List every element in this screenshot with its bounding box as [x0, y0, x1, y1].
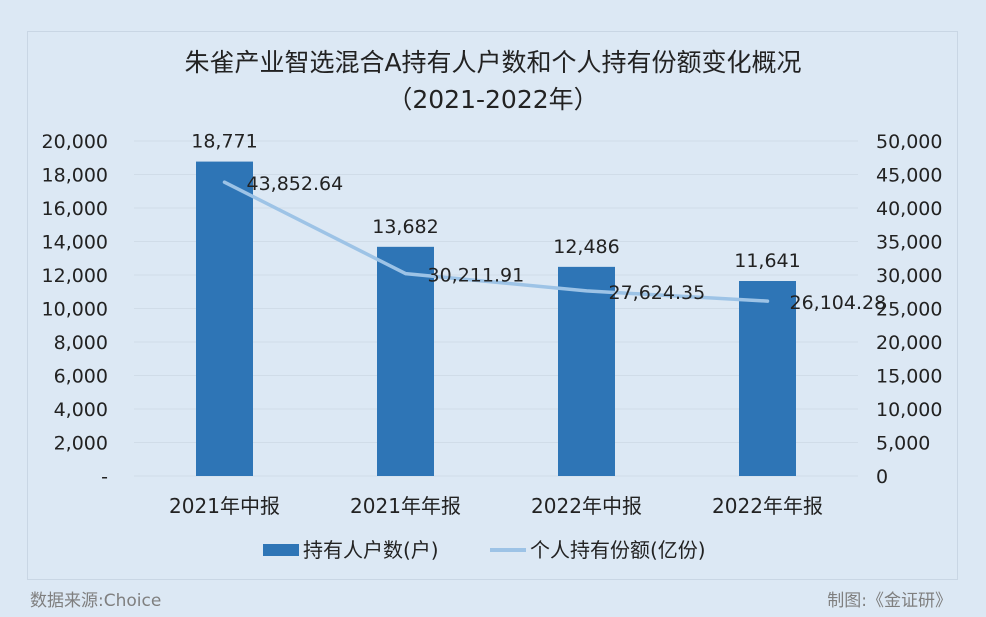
chart-title: 朱雀产业智选混合A持有人户数和个人持有份额变化概况 — [184, 48, 802, 77]
right-axis-tick-label: 15,000 — [876, 366, 942, 388]
right-axis-tick-label: 45,000 — [876, 165, 942, 187]
bar — [558, 266, 615, 476]
legend-line-label: 个人持有份额(亿份) — [530, 538, 706, 562]
right-axis-tick-label: 0 — [876, 466, 888, 488]
right-axis-tick-label: 40,000 — [876, 198, 942, 220]
left-axis-tick-label: 8,000 — [54, 332, 108, 354]
left-axis-tick-label: 2,000 — [54, 433, 108, 455]
line-data-label: 43,852.64 — [247, 173, 344, 195]
left-axis-tick-label: 18,000 — [42, 165, 108, 187]
line-data-label: 30,211.91 — [428, 265, 525, 287]
bar — [377, 246, 434, 476]
bar — [196, 161, 253, 476]
left-axis-tick-label: 16,000 — [42, 198, 108, 220]
chart-credit: 制图:《金证研》 — [827, 591, 952, 611]
bar-data-label: 13,682 — [372, 216, 438, 238]
line-point — [766, 299, 769, 303]
right-axis-tick-label: 30,000 — [876, 265, 942, 287]
legend-bar-swatch — [263, 544, 299, 556]
left-axis-tick-label: 6,000 — [54, 366, 108, 388]
bar-data-label: 11,641 — [734, 250, 800, 272]
chart-frame — [27, 31, 958, 580]
line-point — [223, 180, 226, 184]
x-axis-tick-label: 2021年年报 — [350, 494, 461, 518]
data-source: 数据来源:Choice — [30, 591, 162, 611]
chart-subtitle: （2021-2022年） — [387, 85, 599, 114]
right-axis-tick-label: 10,000 — [876, 399, 942, 421]
x-axis-tick-label: 2022年年报 — [712, 494, 823, 518]
line-data-label: 27,624.35 — [609, 282, 706, 304]
right-axis-tick-label: 50,000 — [876, 131, 942, 153]
line-point — [404, 272, 407, 276]
x-axis-tick-label: 2022年中报 — [531, 494, 642, 518]
bar-data-label: 12,486 — [553, 236, 619, 258]
left-axis-tick-label: - — [101, 466, 108, 488]
right-axis-tick-label: 20,000 — [876, 332, 942, 354]
left-axis-tick-label: 20,000 — [42, 131, 108, 153]
x-axis-tick-label: 2021年中报 — [169, 494, 280, 518]
right-axis-tick-label: 25,000 — [876, 299, 942, 321]
left-axis-tick-label: 4,000 — [54, 399, 108, 421]
legend-bar-label: 持有人户数(户) — [303, 538, 439, 562]
left-axis-tick-label: 10,000 — [42, 299, 108, 321]
left-axis-tick-label: 14,000 — [42, 232, 108, 254]
line-point — [585, 289, 588, 293]
left-axis-tick-label: 12,000 — [42, 265, 108, 287]
line-data-label: 26,104.28 — [790, 292, 887, 314]
bar — [739, 281, 796, 476]
bar-data-label: 18,771 — [191, 131, 257, 153]
line-series — [222, 180, 770, 303]
right-axis-tick-label: 5,000 — [876, 433, 930, 455]
right-axis-tick-label: 35,000 — [876, 232, 942, 254]
